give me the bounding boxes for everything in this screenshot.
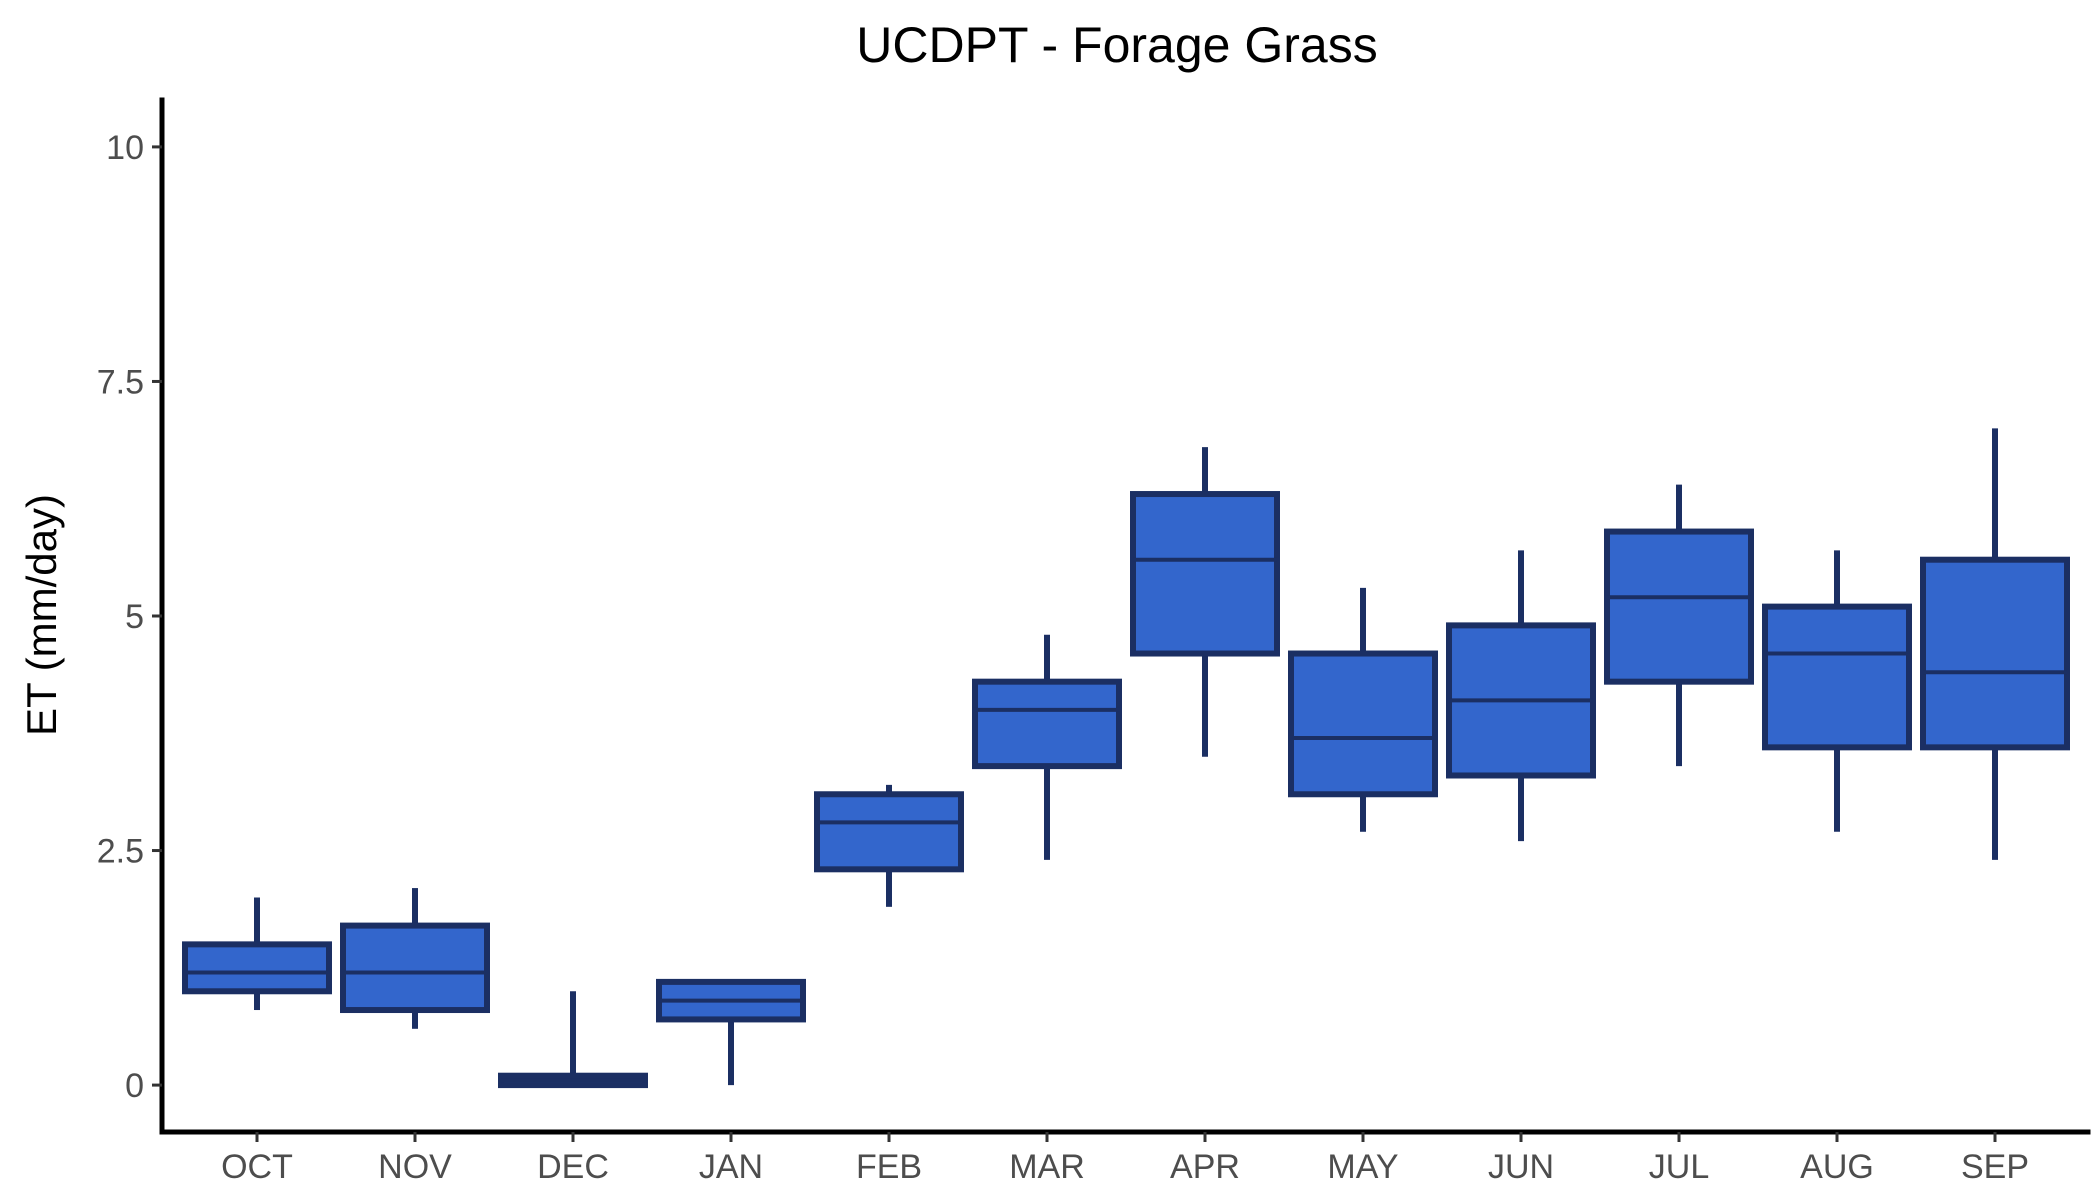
box-nov [340,888,490,1029]
box-body [340,922,490,1014]
box-may [1288,587,1438,832]
x-tick-label: JUN [1488,1148,1554,1186]
y-tick-label: 10 [106,129,144,167]
box-mar [972,634,1122,860]
x-tick-label: DEC [537,1148,609,1186]
box-dec [498,991,648,1089]
y-tick-label: 0 [125,1067,144,1105]
box-jan [656,978,806,1086]
box-oct [182,897,332,1011]
x-tick-label: APR [1170,1148,1240,1186]
x-tick-label: MAR [1009,1148,1085,1186]
box-feb [814,784,964,907]
x-tick-label: JUL [1649,1148,1709,1186]
x-tick-label: FEB [856,1148,922,1186]
box-body [972,678,1122,770]
box-body [1130,491,1280,657]
chart-title: UCDPT - Forage Grass [856,17,1377,73]
y-axis: 0 2.5 5 7.5 10 [97,97,165,1135]
y-axis-label: ET (mm/day) [18,494,65,736]
box-body [1762,603,1912,751]
x-axis: OCT NOV DEC JAN FEB MAR APR MAY JUN JUL AUG SEP [159,1129,2091,1186]
x-tick-label: SEP [1961,1148,2029,1186]
box-jun [1446,550,1596,842]
box-apr [1130,447,1280,757]
box-body [1604,528,1754,685]
x-tick-label: OCT [221,1148,293,1186]
box-body [1920,556,2070,751]
x-tick-label: NOV [378,1148,452,1186]
y-tick-label: 2.5 [97,833,144,871]
y-tick-label: 5 [125,598,144,636]
box-sep [1920,428,2070,860]
box-body [182,941,332,995]
x-tick-label: MAY [1327,1148,1398,1186]
box-body [814,791,964,873]
box-aug [1762,550,1912,832]
x-tick-label: JAN [699,1148,763,1186]
plot-area [182,428,2070,1089]
y-tick-label: 7.5 [97,363,144,401]
box-body [1288,650,1438,798]
x-tick-label: AUG [1800,1148,1874,1186]
box-jul [1604,484,1754,767]
